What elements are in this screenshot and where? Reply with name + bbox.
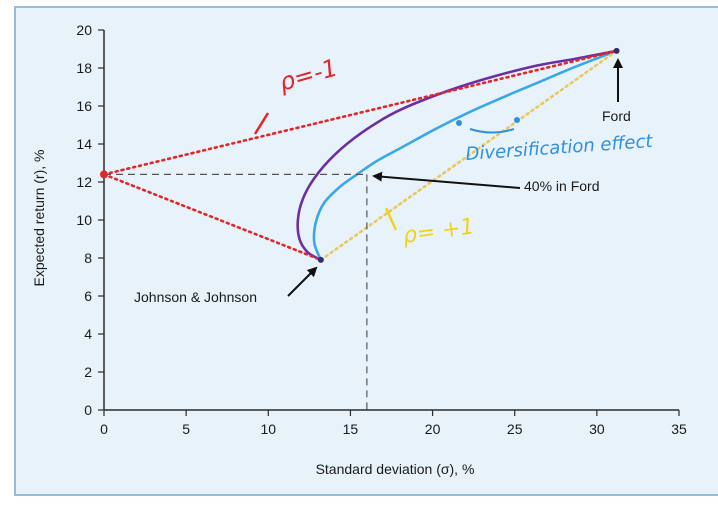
red-lower-line <box>102 173 323 262</box>
y-tick-label: 12 <box>76 174 92 190</box>
forty-ford-arrow <box>372 171 521 189</box>
y-tick-label: 14 <box>76 136 92 152</box>
yellow-correlation-line <box>319 49 618 262</box>
diversification-bracket <box>469 128 515 134</box>
y-tick-label: 20 <box>76 22 92 38</box>
guide-layer <box>104 173 368 410</box>
rho-plus-tick <box>384 207 398 231</box>
y-tick-label: 18 <box>76 60 92 76</box>
axes: 0 5 10 15 20 25 30 35 0 2 4 6 8 10 12 14 16 18 20 <box>76 22 687 437</box>
ford-label: Ford <box>602 108 631 124</box>
red-upper-line <box>102 49 618 176</box>
diversification-dot-right <box>514 117 520 123</box>
ford-point <box>613 47 620 54</box>
rho-minus-tick <box>253 112 270 135</box>
y-tick-label: 8 <box>84 250 92 266</box>
x-tick-label: 10 <box>260 421 276 437</box>
jnj-arrow <box>287 266 318 297</box>
x-tick-label: 5 <box>182 421 190 437</box>
y-tick-label: 10 <box>76 212 92 228</box>
purple-frontier <box>296 49 617 262</box>
point-layer <box>100 47 620 263</box>
y-tick-label: 4 <box>84 326 92 342</box>
y-axis-title: Expected return (r), % <box>31 150 47 287</box>
x-tick-label: 25 <box>507 421 523 437</box>
y-tick-label: 16 <box>76 98 92 114</box>
x-axis-title: Standard deviation (σ), % <box>316 461 475 477</box>
x-tick-label: 30 <box>589 421 605 437</box>
jnj-label: Johnson & Johnson <box>134 289 257 305</box>
diversification-dot-left <box>456 120 462 126</box>
forty-ford-label: 40% in Ford <box>524 178 599 194</box>
blue-frontier <box>312 49 618 261</box>
rho-minus-label: ρ=-1 <box>276 54 341 97</box>
diversification-label: Diversification effect <box>465 131 654 165</box>
x-tick-label: 15 <box>343 421 359 437</box>
x-tick-label: 20 <box>425 421 441 437</box>
y-tick-label: 2 <box>84 364 92 380</box>
series-layer <box>102 49 618 262</box>
x-tick-label: 0 <box>100 421 108 437</box>
x-tick-label: 35 <box>671 421 687 437</box>
risk-free-point <box>100 170 108 179</box>
jnj-point <box>317 256 324 263</box>
y-tick-label: 0 <box>84 402 92 418</box>
rho-plus-label: ρ= +1 <box>401 214 476 249</box>
y-tick-label: 6 <box>84 288 92 304</box>
chart-frame <box>14 6 718 496</box>
